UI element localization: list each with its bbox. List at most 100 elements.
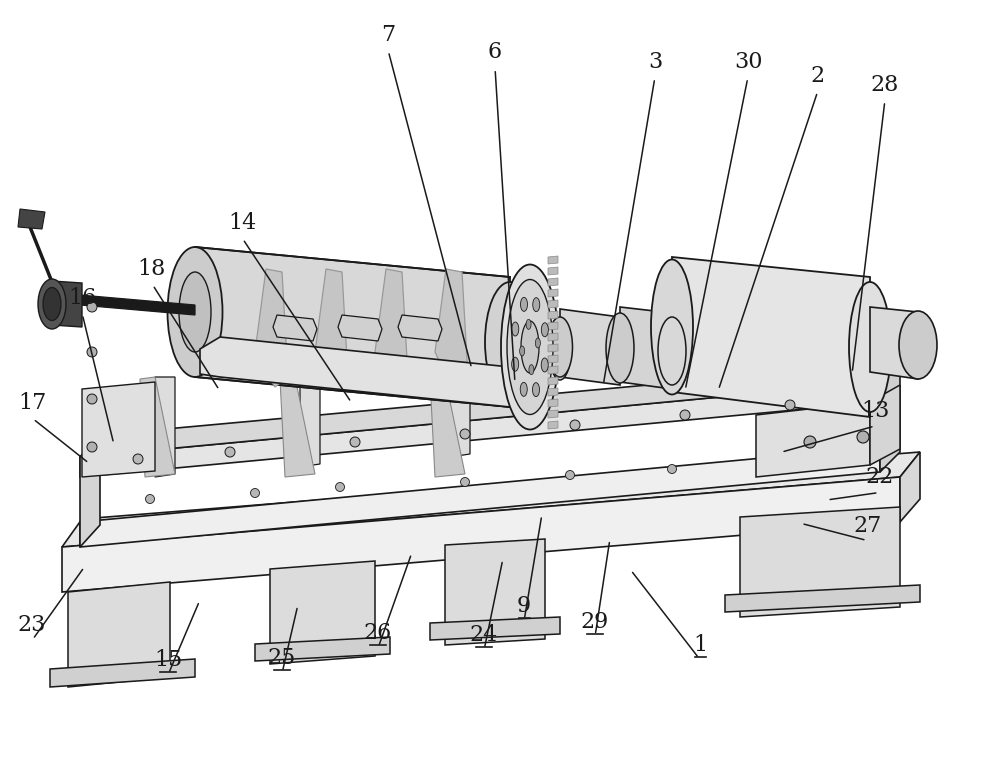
Polygon shape — [82, 382, 155, 477]
Ellipse shape — [541, 323, 548, 337]
Polygon shape — [548, 256, 558, 264]
Text: 26: 26 — [364, 622, 392, 644]
Polygon shape — [548, 355, 558, 363]
Text: 25: 25 — [268, 647, 296, 670]
Ellipse shape — [849, 282, 891, 412]
Text: 28: 28 — [871, 74, 899, 96]
Polygon shape — [200, 337, 530, 407]
Text: 6: 6 — [488, 41, 502, 64]
Polygon shape — [68, 582, 170, 687]
Polygon shape — [740, 507, 900, 617]
Polygon shape — [870, 385, 900, 465]
Polygon shape — [548, 278, 558, 286]
Polygon shape — [338, 315, 382, 341]
Text: 13: 13 — [862, 400, 890, 422]
Polygon shape — [450, 362, 470, 457]
Ellipse shape — [146, 495, 154, 503]
Polygon shape — [548, 399, 558, 407]
Polygon shape — [255, 637, 390, 661]
Polygon shape — [270, 561, 375, 664]
Ellipse shape — [501, 265, 559, 430]
Polygon shape — [548, 333, 558, 341]
Ellipse shape — [680, 410, 690, 420]
Text: 3: 3 — [648, 51, 662, 73]
Text: 14: 14 — [228, 212, 256, 234]
Ellipse shape — [521, 298, 528, 311]
Ellipse shape — [87, 302, 97, 312]
Polygon shape — [548, 311, 558, 319]
Polygon shape — [560, 309, 620, 385]
Polygon shape — [548, 267, 558, 275]
Polygon shape — [195, 247, 510, 407]
Ellipse shape — [87, 442, 97, 452]
Polygon shape — [255, 269, 288, 387]
Ellipse shape — [512, 322, 519, 336]
Ellipse shape — [87, 347, 97, 357]
Polygon shape — [445, 539, 545, 645]
Ellipse shape — [651, 259, 693, 394]
Polygon shape — [548, 410, 558, 418]
Polygon shape — [548, 421, 558, 429]
Polygon shape — [725, 585, 920, 612]
Ellipse shape — [526, 319, 531, 329]
Ellipse shape — [570, 420, 580, 430]
Text: 1: 1 — [693, 634, 707, 656]
Text: 7: 7 — [381, 24, 395, 46]
Ellipse shape — [520, 382, 527, 397]
Ellipse shape — [225, 447, 235, 457]
Text: 23: 23 — [18, 614, 46, 637]
Polygon shape — [548, 289, 558, 297]
Polygon shape — [870, 307, 918, 379]
Ellipse shape — [336, 482, 344, 492]
Text: 18: 18 — [138, 258, 166, 280]
Polygon shape — [80, 362, 900, 457]
Polygon shape — [80, 435, 100, 547]
Text: 22: 22 — [866, 466, 894, 489]
Ellipse shape — [38, 279, 66, 329]
Ellipse shape — [43, 288, 61, 321]
Ellipse shape — [179, 272, 211, 352]
Ellipse shape — [857, 431, 869, 443]
Text: 17: 17 — [18, 392, 46, 414]
Polygon shape — [280, 377, 315, 477]
Polygon shape — [880, 362, 900, 472]
Text: 2: 2 — [811, 64, 825, 87]
Ellipse shape — [899, 311, 937, 379]
Ellipse shape — [804, 436, 816, 448]
Text: 16: 16 — [68, 287, 96, 309]
Polygon shape — [430, 617, 560, 640]
Polygon shape — [80, 295, 195, 315]
Ellipse shape — [548, 317, 572, 377]
Ellipse shape — [566, 470, 574, 479]
Ellipse shape — [168, 247, 222, 377]
Ellipse shape — [350, 437, 360, 447]
Ellipse shape — [250, 489, 260, 498]
Ellipse shape — [485, 282, 535, 402]
Ellipse shape — [520, 346, 525, 356]
Polygon shape — [375, 269, 408, 387]
Ellipse shape — [460, 478, 470, 486]
Text: 15: 15 — [154, 649, 182, 671]
Polygon shape — [315, 269, 348, 387]
Polygon shape — [80, 382, 880, 477]
Polygon shape — [140, 377, 175, 477]
Polygon shape — [273, 315, 317, 341]
Ellipse shape — [785, 400, 795, 410]
Ellipse shape — [541, 358, 548, 372]
Polygon shape — [548, 388, 558, 396]
Ellipse shape — [533, 298, 540, 311]
Ellipse shape — [133, 454, 143, 464]
Ellipse shape — [460, 429, 470, 439]
Ellipse shape — [549, 318, 571, 380]
Text: 29: 29 — [581, 611, 609, 633]
Polygon shape — [18, 209, 45, 229]
Ellipse shape — [658, 317, 686, 385]
Polygon shape — [52, 281, 82, 327]
Polygon shape — [548, 377, 558, 385]
Text: 27: 27 — [854, 515, 882, 537]
Text: 24: 24 — [470, 624, 498, 647]
Polygon shape — [756, 402, 870, 477]
Polygon shape — [435, 269, 468, 387]
Polygon shape — [430, 377, 465, 477]
Polygon shape — [548, 300, 558, 308]
